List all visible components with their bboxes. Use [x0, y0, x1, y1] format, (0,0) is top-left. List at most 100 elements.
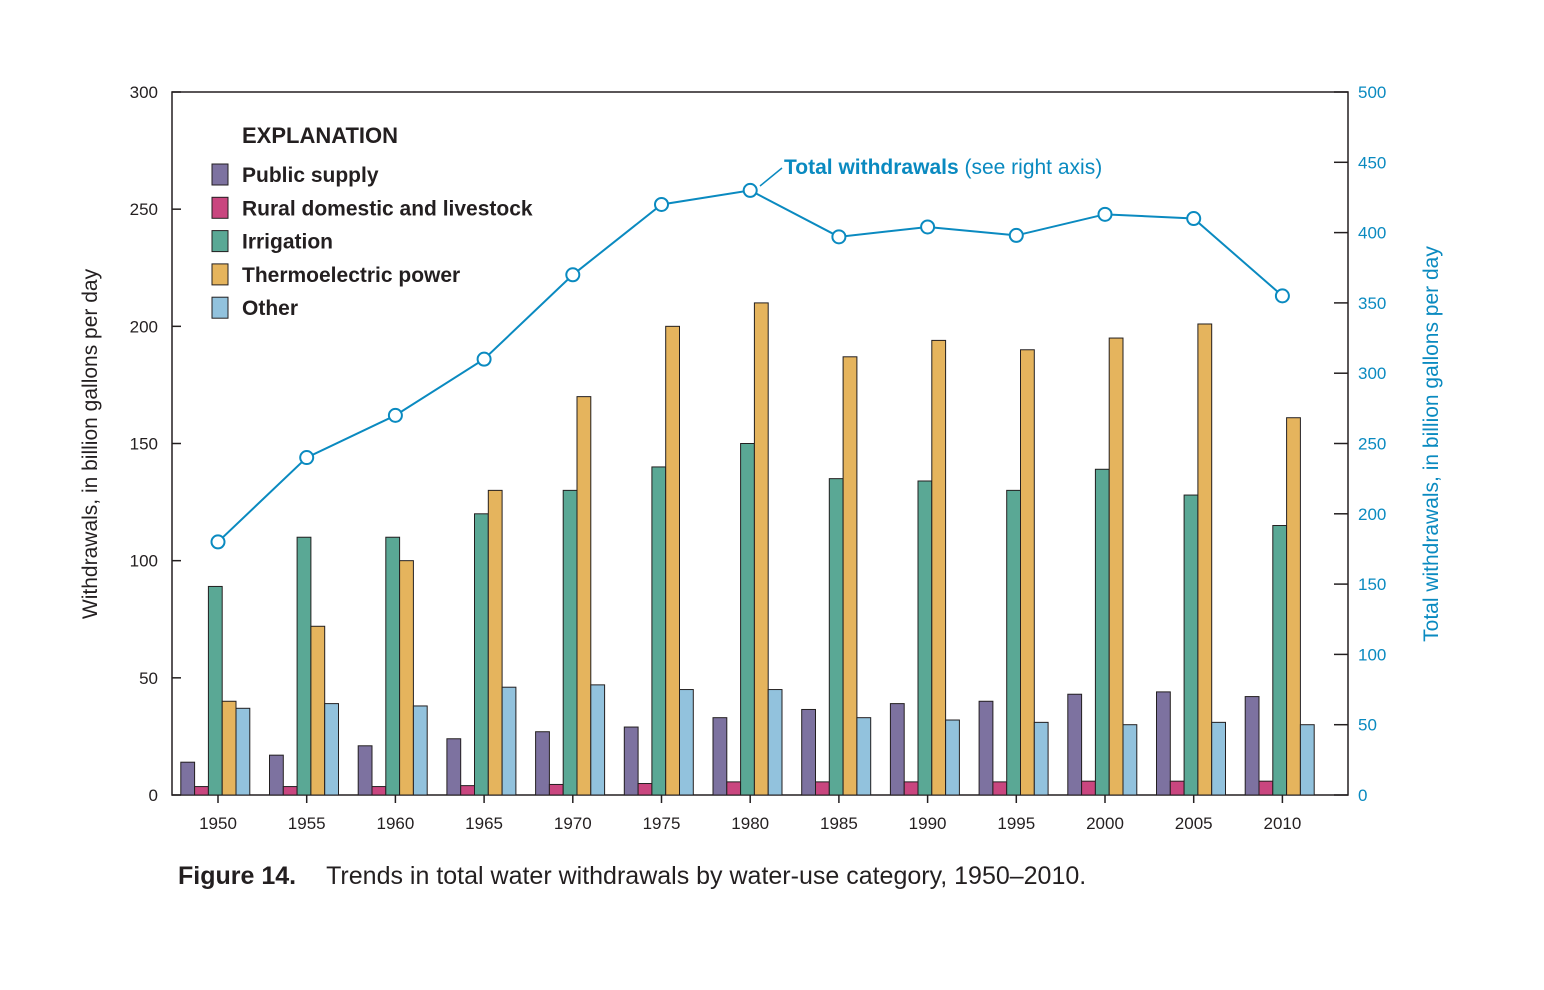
bar-other-1965: [501, 686, 517, 796]
legend-swatch: [211, 230, 229, 253]
figure-caption-text: Trends in total water withdrawals by wat…: [326, 862, 1087, 890]
bar-public-supply-2010: [1244, 696, 1260, 796]
bar-irrigation-1950: [207, 585, 223, 796]
y2-tick-label: 0: [1358, 786, 1367, 805]
bar-other-2010: [1299, 724, 1315, 796]
total-withdrawals-point-1975: [654, 196, 669, 212]
bar-thermoelectric-power-2010: [1286, 417, 1301, 796]
bar-other-1980: [767, 689, 783, 796]
bar-rural-domestic-and-livestock-1975: [637, 783, 653, 796]
y2-tick-label: 500: [1358, 83, 1386, 102]
legend-label: Public supply: [242, 164, 379, 187]
y-tick-label: 300: [130, 83, 158, 102]
bar-public-supply-2000: [1067, 693, 1083, 796]
x-tick-label: 1960: [376, 814, 414, 833]
y2-tick-label: 100: [1358, 645, 1386, 664]
total-withdrawals-point-1955: [299, 450, 315, 466]
y2-tick-label: 450: [1358, 153, 1386, 172]
y2-tick-label: 300: [1358, 364, 1386, 383]
y-tick-label: 150: [130, 435, 158, 454]
bar-public-supply-2005: [1156, 691, 1171, 796]
chart: 0 50 100 150 200 250 300 0 50 100 150 200 250 300 350 4…: [79, 83, 1443, 833]
bar-other-1985: [856, 717, 872, 796]
x-tick-label: 2000: [1086, 814, 1124, 833]
y2-tick-label: 350: [1358, 294, 1386, 313]
legend-label: Other: [242, 297, 298, 320]
bar-other-1970: [590, 684, 606, 796]
y2-tick-label: 50: [1358, 716, 1377, 735]
legend-title: EXPLANATION: [242, 123, 398, 148]
bar-irrigation-2010: [1272, 525, 1288, 796]
x-tick-label: 1950: [199, 814, 237, 833]
legend-swatch: [211, 296, 229, 319]
figure-caption: Figure 14. Trends in total water withdraw…: [178, 862, 1086, 891]
bar-public-supply-1975: [623, 726, 639, 796]
bar-thermoelectric-power-1995: [1020, 349, 1035, 796]
bar-irrigation-1980: [740, 443, 755, 796]
bar-public-supply-1970: [535, 731, 550, 796]
annotation-text: Total withdrawals (see right axis): [784, 156, 1102, 179]
bar-other-1975: [679, 689, 694, 796]
bar-thermoelectric-power-1985: [842, 356, 858, 796]
bar-irrigation-1985: [828, 478, 844, 796]
bar-public-supply-1965: [446, 738, 462, 796]
bar-irrigation-1995: [1006, 489, 1022, 796]
x-tick-label: 1985: [820, 814, 858, 833]
x-tick-label: 1970: [554, 814, 592, 833]
total-withdrawals-line: [210, 182, 1290, 550]
total-withdrawals-point-2005: [1186, 211, 1202, 227]
y2-axis-title: Total withdrawals, in billion gallons pe…: [1420, 246, 1443, 642]
bar-other-1960: [412, 705, 428, 796]
annotation-leader: [759, 167, 783, 187]
total-withdrawals-point-1960: [387, 407, 403, 423]
bar-irrigation-2000: [1094, 468, 1110, 796]
bar-rural-domestic-and-livestock-2000: [1081, 780, 1096, 796]
bar-rural-domestic-and-livestock-2005: [1169, 780, 1185, 796]
bar-public-supply-1980: [712, 717, 728, 796]
bar-rural-domestic-and-livestock-1950: [194, 786, 209, 796]
x-tick-label: 1955: [288, 814, 326, 833]
axes: 0 50 100 150 200 250 300 0 50 100 150 200 250 300 350 4…: [130, 83, 1387, 833]
x-tick-label: 1975: [643, 814, 681, 833]
bars: [180, 302, 1315, 796]
total-withdrawals-point-1980: [742, 182, 758, 198]
y-tick-label: 0: [149, 786, 158, 805]
bar-other-2000: [1122, 724, 1138, 796]
legend-swatch: [211, 163, 229, 186]
bar-public-supply-1985: [801, 708, 817, 796]
bar-rural-domestic-and-livestock-1990: [903, 781, 919, 796]
total-withdrawals-annotation: Total withdrawals (see right axis): [759, 156, 1102, 187]
y2-tick-label: 250: [1358, 435, 1386, 454]
bar-thermoelectric-power-1950: [221, 700, 237, 796]
y-tick-label: 200: [130, 317, 158, 336]
bar-thermoelectric-power-1970: [576, 396, 592, 796]
y-tick-label: 100: [130, 552, 158, 571]
total-withdrawals-point-1990: [920, 219, 936, 235]
bar-irrigation-2005: [1183, 494, 1199, 796]
y2-tick-label: 200: [1358, 505, 1386, 524]
bar-other-1995: [1033, 721, 1049, 796]
x-tick-label: 1965: [465, 814, 503, 833]
y-axis-title: Withdrawals, in billion gallons per day: [79, 268, 102, 619]
bar-public-supply-1960: [357, 745, 373, 796]
bar-thermoelectric-power-1955: [310, 625, 326, 796]
bar-rural-domestic-and-livestock-1995: [992, 781, 1008, 796]
bar-rural-domestic-and-livestock-1970: [548, 783, 564, 796]
total-withdrawals-point-1995: [1008, 227, 1024, 243]
legend-label: Thermoelectric power: [242, 264, 460, 287]
bar-thermoelectric-power-2005: [1197, 323, 1213, 796]
bar-rural-domestic-and-livestock-1960: [371, 786, 387, 796]
total-withdrawals-point-1950: [210, 534, 226, 550]
bar-rural-domestic-and-livestock-1965: [460, 785, 476, 796]
total-withdrawals-point-1985: [831, 229, 847, 245]
bar-thermoelectric-power-1980: [753, 302, 769, 796]
bar-other-1955: [324, 703, 340, 796]
bar-thermoelectric-power-1990: [931, 339, 947, 796]
bar-rural-domestic-and-livestock-1955: [282, 786, 298, 796]
figure-number: Figure 14.: [178, 862, 297, 890]
y2-tick-label: 150: [1358, 575, 1386, 594]
bar-public-supply-1950: [180, 761, 196, 796]
bar-irrigation-1990: [917, 480, 933, 796]
legend-swatch: [211, 196, 229, 219]
bar-public-supply-1995: [978, 700, 994, 796]
